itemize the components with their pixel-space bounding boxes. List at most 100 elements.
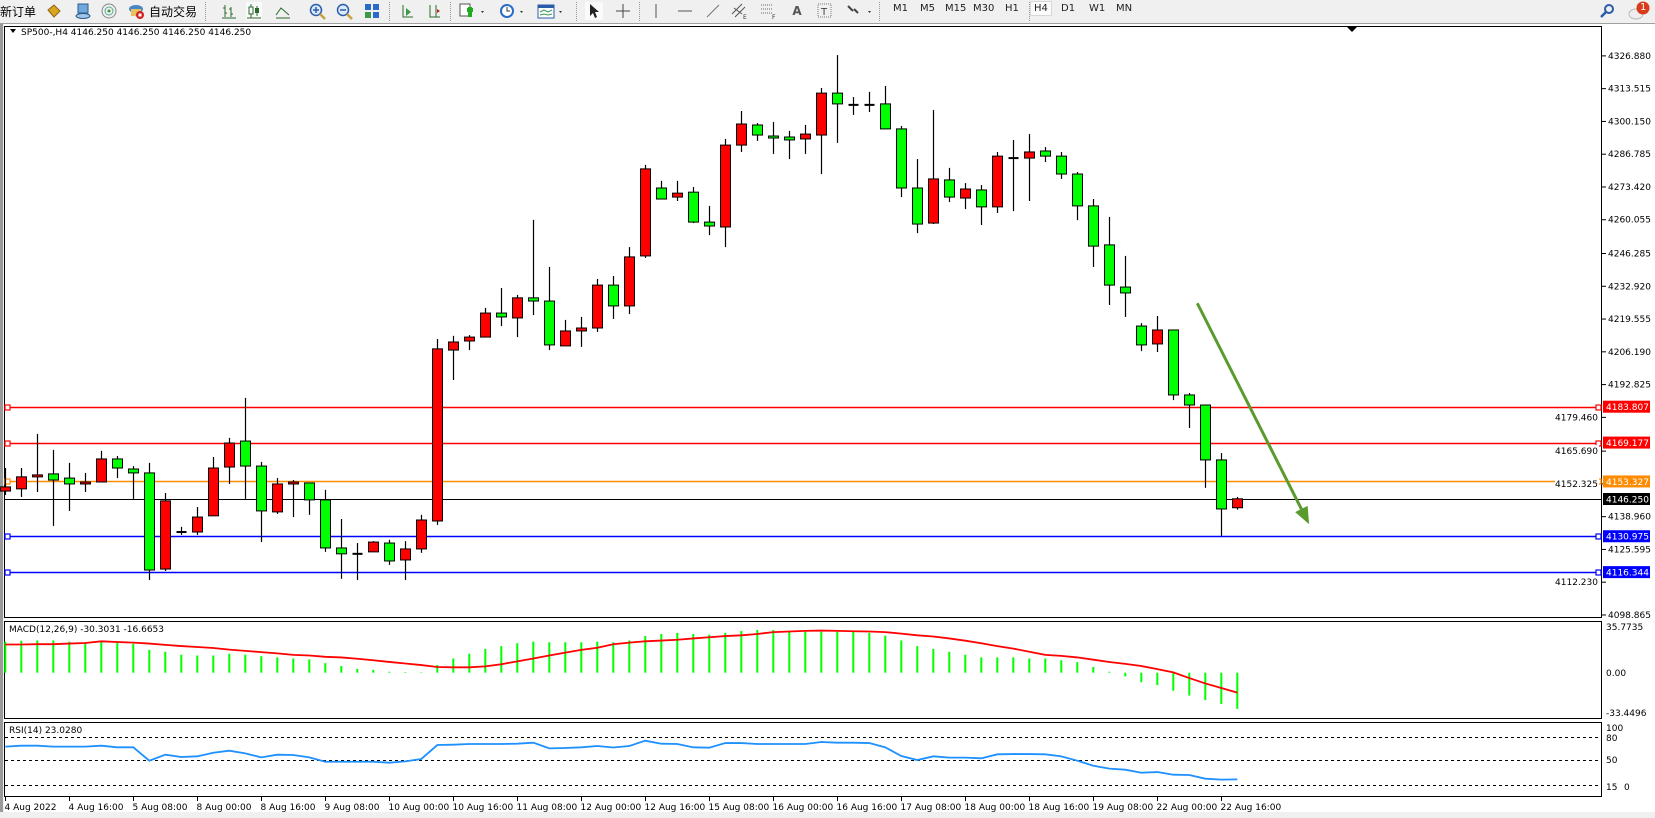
macd-histogram-bar bbox=[628, 640, 631, 673]
trend-arrow[interactable] bbox=[1195, 302, 1310, 523]
zoom-in-icon[interactable] bbox=[308, 2, 326, 20]
timeframe-mn[interactable]: MN bbox=[1116, 3, 1133, 14]
zoom-out-icon[interactable] bbox=[335, 2, 353, 20]
timeframe-m30[interactable]: M30 bbox=[973, 3, 995, 14]
candle bbox=[640, 164, 651, 258]
candle-body bbox=[576, 327, 587, 332]
fibonacci-icon[interactable]: F bbox=[760, 2, 778, 20]
candle bbox=[304, 482, 315, 515]
candle-body bbox=[16, 476, 27, 490]
candle-body bbox=[32, 474, 43, 478]
macd-histogram-bar bbox=[1028, 658, 1031, 673]
market-watch-icon[interactable] bbox=[74, 2, 92, 20]
candle-body bbox=[800, 133, 811, 140]
line-handle[interactable] bbox=[1595, 404, 1602, 411]
macd-histogram-bar bbox=[660, 634, 663, 673]
timeframe-m5[interactable]: M5 bbox=[920, 3, 935, 14]
macd-histogram-bar bbox=[1140, 672, 1143, 683]
candle bbox=[224, 437, 235, 484]
auto-trading-icon[interactable] bbox=[127, 2, 145, 20]
timeframe-h1[interactable]: H1 bbox=[1005, 3, 1019, 14]
text-icon[interactable]: A bbox=[792, 4, 802, 18]
macd-histogram-bar bbox=[404, 672, 407, 673]
time-axis-label: 16 Aug 16:00 bbox=[837, 803, 898, 813]
candle-body bbox=[48, 473, 59, 481]
line-handle[interactable] bbox=[1595, 533, 1602, 540]
macd-histogram-bar bbox=[1060, 660, 1063, 673]
candle-body bbox=[192, 516, 203, 533]
horizontal-line-icon[interactable] bbox=[677, 2, 693, 20]
templates-icon[interactable] bbox=[537, 2, 565, 20]
candle bbox=[1104, 216, 1115, 305]
trendline-icon[interactable] bbox=[705, 2, 721, 20]
candle-body bbox=[1104, 244, 1115, 286]
macd-histogram-bar bbox=[1188, 672, 1191, 696]
candle bbox=[528, 219, 539, 316]
candle bbox=[464, 335, 475, 351]
candle-body bbox=[0, 486, 11, 492]
candle-body bbox=[400, 548, 411, 561]
line-handle[interactable] bbox=[4, 440, 11, 447]
line-handle[interactable] bbox=[4, 533, 11, 540]
crosshair-icon[interactable] bbox=[615, 2, 631, 20]
bar-chart-icon[interactable] bbox=[221, 2, 237, 20]
timeframe-m15[interactable]: M15 bbox=[945, 3, 967, 14]
chart-shift-marker-icon[interactable] bbox=[1347, 27, 1357, 32]
line-price-label-box bbox=[1603, 436, 1650, 449]
macd-histogram-bar bbox=[164, 651, 167, 673]
candle-body bbox=[432, 348, 443, 522]
line-price-label: 4169.177 bbox=[1606, 439, 1649, 449]
text-label-icon[interactable]: T bbox=[817, 2, 833, 20]
candle-body bbox=[608, 284, 619, 307]
symbol-dropdown-icon[interactable] bbox=[10, 29, 16, 33]
candle bbox=[768, 122, 779, 154]
auto-trading-button[interactable]: 自动交易 bbox=[149, 2, 197, 20]
price-axis-label: 4260.055 bbox=[1608, 216, 1651, 226]
macd-histogram-bar bbox=[900, 640, 903, 673]
macd-histogram-bar bbox=[516, 643, 519, 673]
macd-histogram-bar bbox=[692, 634, 695, 673]
notification-icon[interactable]: 1 bbox=[1627, 1, 1653, 20]
timeframe-h4[interactable]: H4 bbox=[1030, 1, 1052, 16]
macd-axis-label: 35.7735 bbox=[1606, 623, 1643, 633]
periods-icon[interactable] bbox=[499, 2, 527, 20]
signals-icon[interactable] bbox=[100, 2, 118, 20]
candlestick-icon[interactable] bbox=[246, 2, 262, 20]
candle-body bbox=[496, 312, 507, 318]
new-order-button[interactable]: 新订单 bbox=[0, 2, 36, 20]
macd-histogram-bar bbox=[228, 653, 231, 673]
vertical-line-icon[interactable] bbox=[650, 2, 662, 20]
metaeditor-icon[interactable] bbox=[45, 2, 63, 20]
search-icon[interactable] bbox=[1599, 2, 1615, 20]
equidistant-channel-icon[interactable]: E bbox=[731, 2, 749, 20]
macd-histogram-bar bbox=[868, 632, 871, 673]
line-handle[interactable] bbox=[4, 569, 11, 576]
cursor-icon[interactable] bbox=[585, 2, 603, 20]
candle bbox=[448, 335, 459, 380]
line-price-label: 4183.807 bbox=[1606, 403, 1649, 413]
line-handle[interactable] bbox=[4, 404, 11, 411]
line-chart-icon[interactable] bbox=[275, 2, 291, 20]
price-axis-label: 4273.420 bbox=[1608, 183, 1651, 193]
timeframe-d1[interactable]: D1 bbox=[1061, 3, 1076, 14]
macd-histogram-bar bbox=[612, 642, 615, 673]
candle bbox=[624, 247, 635, 315]
line-price-label: 4153.327 bbox=[1606, 478, 1649, 488]
tile-windows-icon[interactable] bbox=[363, 2, 381, 20]
candle bbox=[1072, 172, 1083, 221]
chart-shift-icon[interactable] bbox=[426, 2, 442, 20]
timeframe-w1[interactable]: W1 bbox=[1089, 3, 1106, 14]
price-axis-label: 4206.190 bbox=[1608, 348, 1651, 358]
candle bbox=[432, 339, 443, 525]
timeframe-m1[interactable]: M1 bbox=[893, 3, 908, 14]
macd-histogram-bar bbox=[260, 656, 263, 673]
candle-body bbox=[1216, 459, 1227, 510]
candle bbox=[832, 55, 843, 143]
new-chart-icon[interactable] bbox=[458, 2, 486, 20]
arrows-icon[interactable] bbox=[845, 2, 873, 20]
candle-body bbox=[96, 458, 107, 483]
line-handle[interactable] bbox=[1595, 569, 1602, 576]
auto-scroll-icon[interactable] bbox=[399, 2, 415, 20]
candle-body bbox=[784, 136, 795, 141]
